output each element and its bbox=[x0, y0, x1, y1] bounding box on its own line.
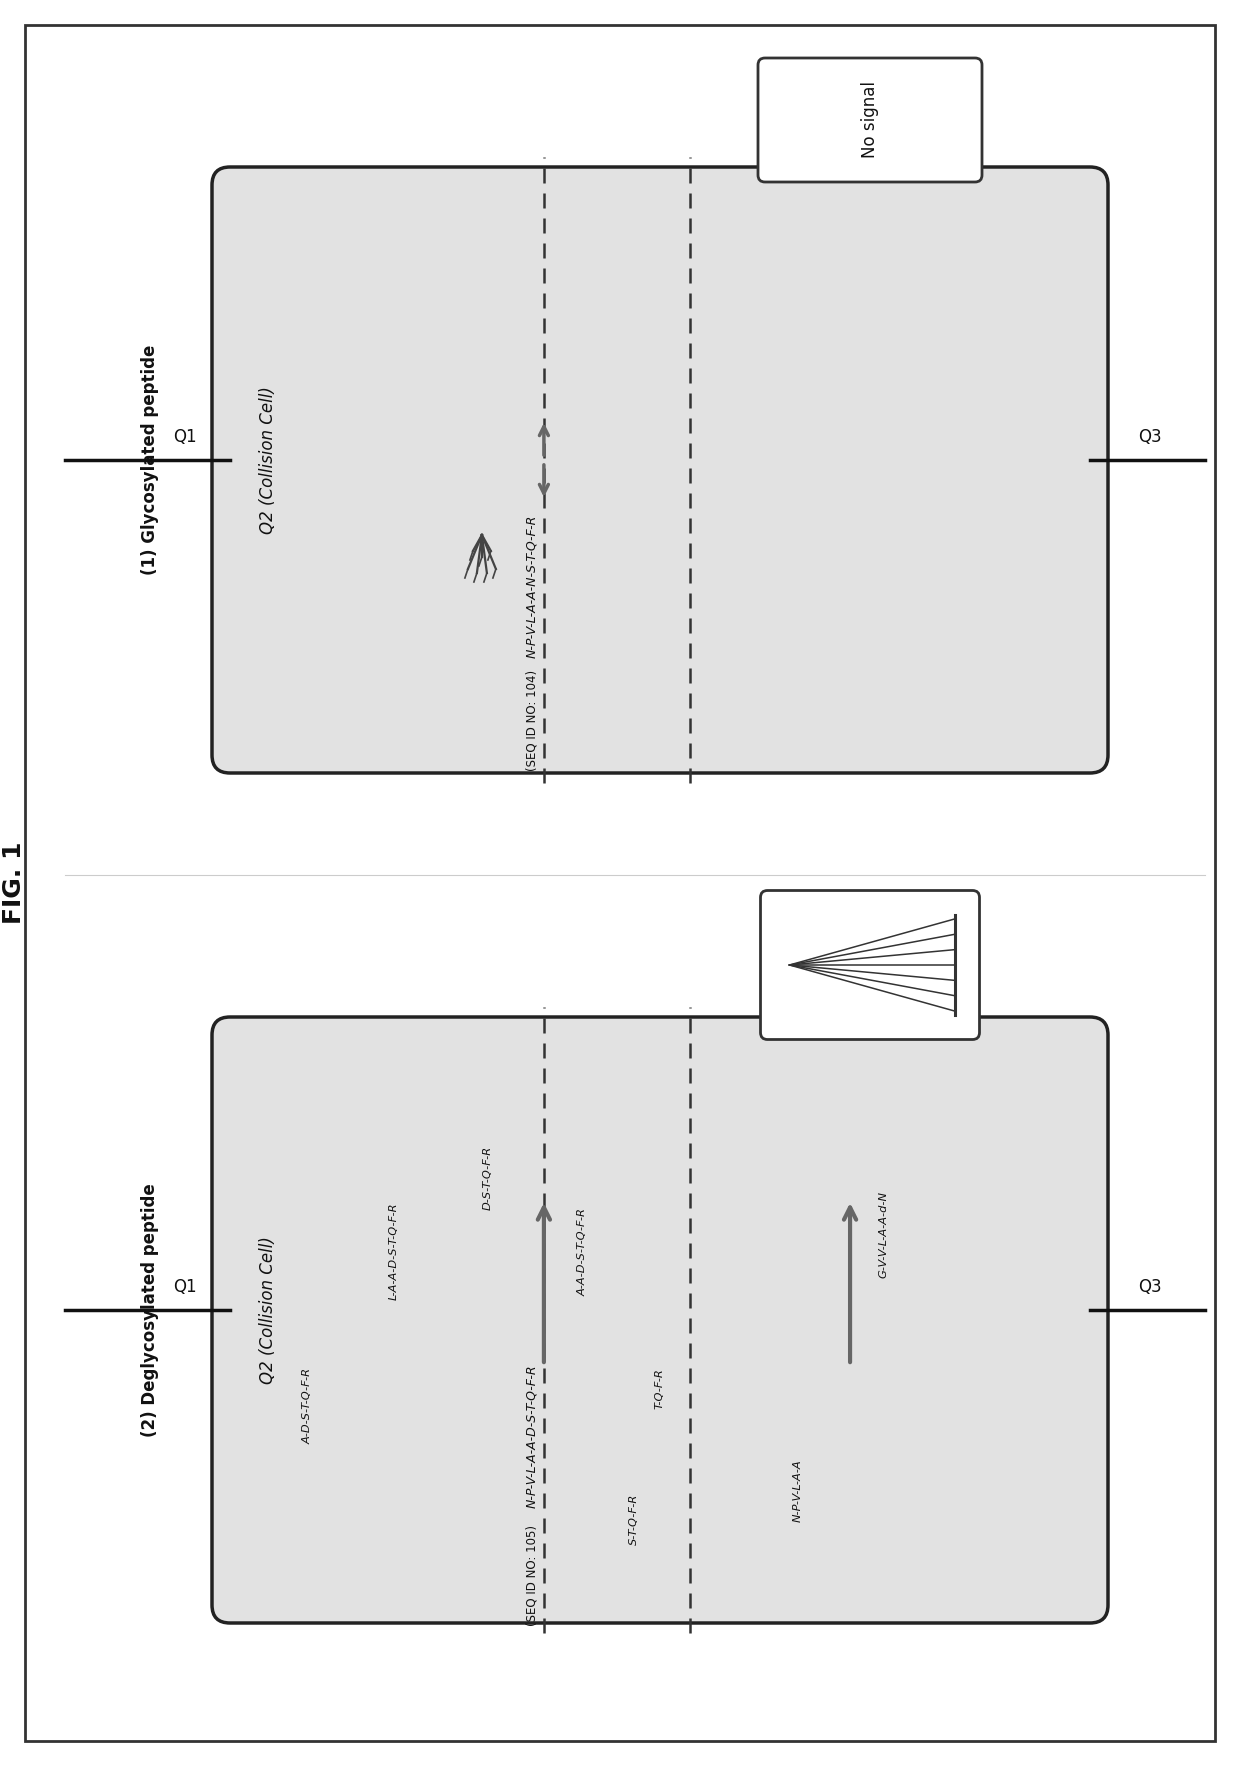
Text: Q3: Q3 bbox=[1138, 1279, 1162, 1296]
Text: (1) Glycosylated peptide: (1) Glycosylated peptide bbox=[141, 344, 159, 576]
Text: L-A-A-D-S-T-Q-F-R: L-A-A-D-S-T-Q-F-R bbox=[388, 1203, 398, 1300]
Text: Q1: Q1 bbox=[174, 1279, 197, 1296]
FancyBboxPatch shape bbox=[212, 1017, 1109, 1623]
Text: A-A-D-S-T-Q-F-R: A-A-D-S-T-Q-F-R bbox=[578, 1208, 588, 1296]
Text: Q2 (Collision Cell): Q2 (Collision Cell) bbox=[259, 1236, 277, 1385]
Text: N-P-V-L-A-A: N-P-V-L-A-A bbox=[792, 1460, 802, 1522]
Text: N-P-V-L-A-A-N-S-T-Q-F-R: N-P-V-L-A-A-N-S-T-Q-F-R bbox=[526, 516, 538, 659]
FancyBboxPatch shape bbox=[212, 168, 1109, 774]
Text: A-D-S-T-Q-F-R: A-D-S-T-Q-F-R bbox=[303, 1367, 312, 1443]
Text: S-T-Q-F-R: S-T-Q-F-R bbox=[629, 1494, 639, 1545]
Text: (SEQ ID NO: 104): (SEQ ID NO: 104) bbox=[526, 669, 538, 772]
Text: Q2 (Collision Cell): Q2 (Collision Cell) bbox=[259, 387, 277, 533]
Text: (SEQ ID NO: 105): (SEQ ID NO: 105) bbox=[526, 1526, 538, 1626]
Text: G-V-V-L-A-A-d-N: G-V-V-L-A-A-d-N bbox=[879, 1190, 889, 1279]
Text: FIG. 1: FIG. 1 bbox=[2, 842, 26, 924]
Text: No signal: No signal bbox=[861, 81, 879, 159]
Text: Q1: Q1 bbox=[174, 427, 197, 447]
Text: Q3: Q3 bbox=[1138, 427, 1162, 447]
Text: D-S-T-Q-F-R: D-S-T-Q-F-R bbox=[484, 1146, 494, 1210]
FancyBboxPatch shape bbox=[760, 890, 980, 1040]
Text: N-P-V-L-A-A-D-S-T-Q-F-R: N-P-V-L-A-A-D-S-T-Q-F-R bbox=[526, 1365, 538, 1508]
Text: T-Q-F-R: T-Q-F-R bbox=[655, 1369, 665, 1409]
FancyBboxPatch shape bbox=[758, 58, 982, 182]
Text: (2) Deglycosylated peptide: (2) Deglycosylated peptide bbox=[141, 1183, 159, 1438]
